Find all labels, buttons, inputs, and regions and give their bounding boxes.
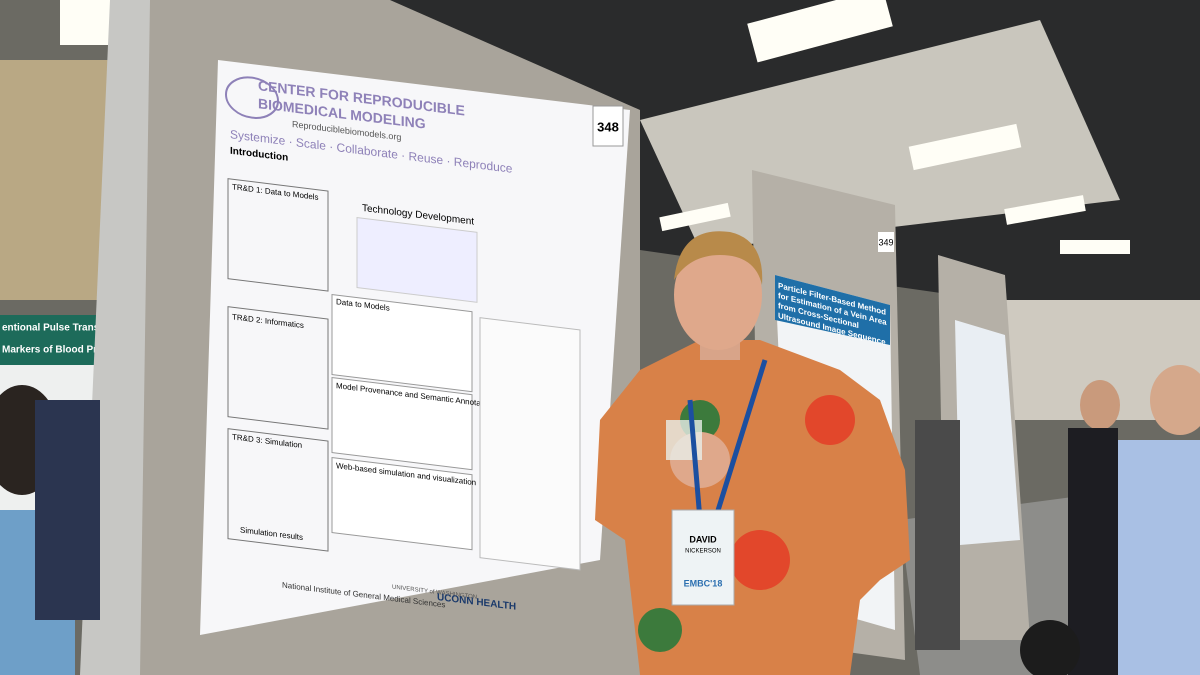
hair bbox=[674, 231, 763, 285]
left-poster-subtitle: Markers of Blood Pres bbox=[2, 345, 109, 356]
box bbox=[227, 306, 329, 430]
far-poster bbox=[955, 320, 1020, 545]
box bbox=[331, 293, 473, 393]
pattern bbox=[805, 395, 855, 445]
person-head bbox=[1150, 365, 1200, 435]
light bbox=[659, 202, 731, 232]
face bbox=[674, 240, 762, 350]
logo bbox=[225, 76, 279, 119]
person-head bbox=[1080, 380, 1120, 430]
light bbox=[908, 123, 1022, 171]
left-poster-title: entional Pulse Transit bbox=[2, 323, 106, 334]
light bbox=[747, 0, 893, 63]
badge-event: EMBC'18 bbox=[684, 578, 723, 588]
badge bbox=[671, 509, 735, 606]
neighbor-number: 349 bbox=[878, 237, 893, 247]
box bbox=[227, 178, 329, 292]
person bbox=[915, 420, 960, 650]
number-tag bbox=[592, 105, 624, 147]
person bbox=[1068, 428, 1118, 675]
box bbox=[331, 456, 473, 551]
poster-number: 348 bbox=[597, 119, 619, 134]
badge-surname: NICKERSON bbox=[685, 549, 721, 555]
pattern bbox=[638, 608, 682, 652]
light bbox=[1004, 195, 1086, 225]
number-tag bbox=[878, 232, 894, 252]
person bbox=[1105, 440, 1200, 675]
left-poster-header bbox=[0, 315, 100, 365]
light bbox=[1060, 240, 1130, 254]
lanyard bbox=[712, 359, 768, 521]
pattern bbox=[730, 530, 790, 590]
box bbox=[479, 317, 581, 571]
box bbox=[227, 428, 329, 552]
box bbox=[331, 376, 473, 471]
diagram bbox=[356, 217, 478, 303]
backpack bbox=[1020, 620, 1080, 675]
person bbox=[35, 400, 100, 620]
badge-name: DAVID bbox=[689, 534, 717, 544]
lanyard bbox=[687, 399, 703, 521]
neighbor-poster-header bbox=[775, 275, 890, 345]
